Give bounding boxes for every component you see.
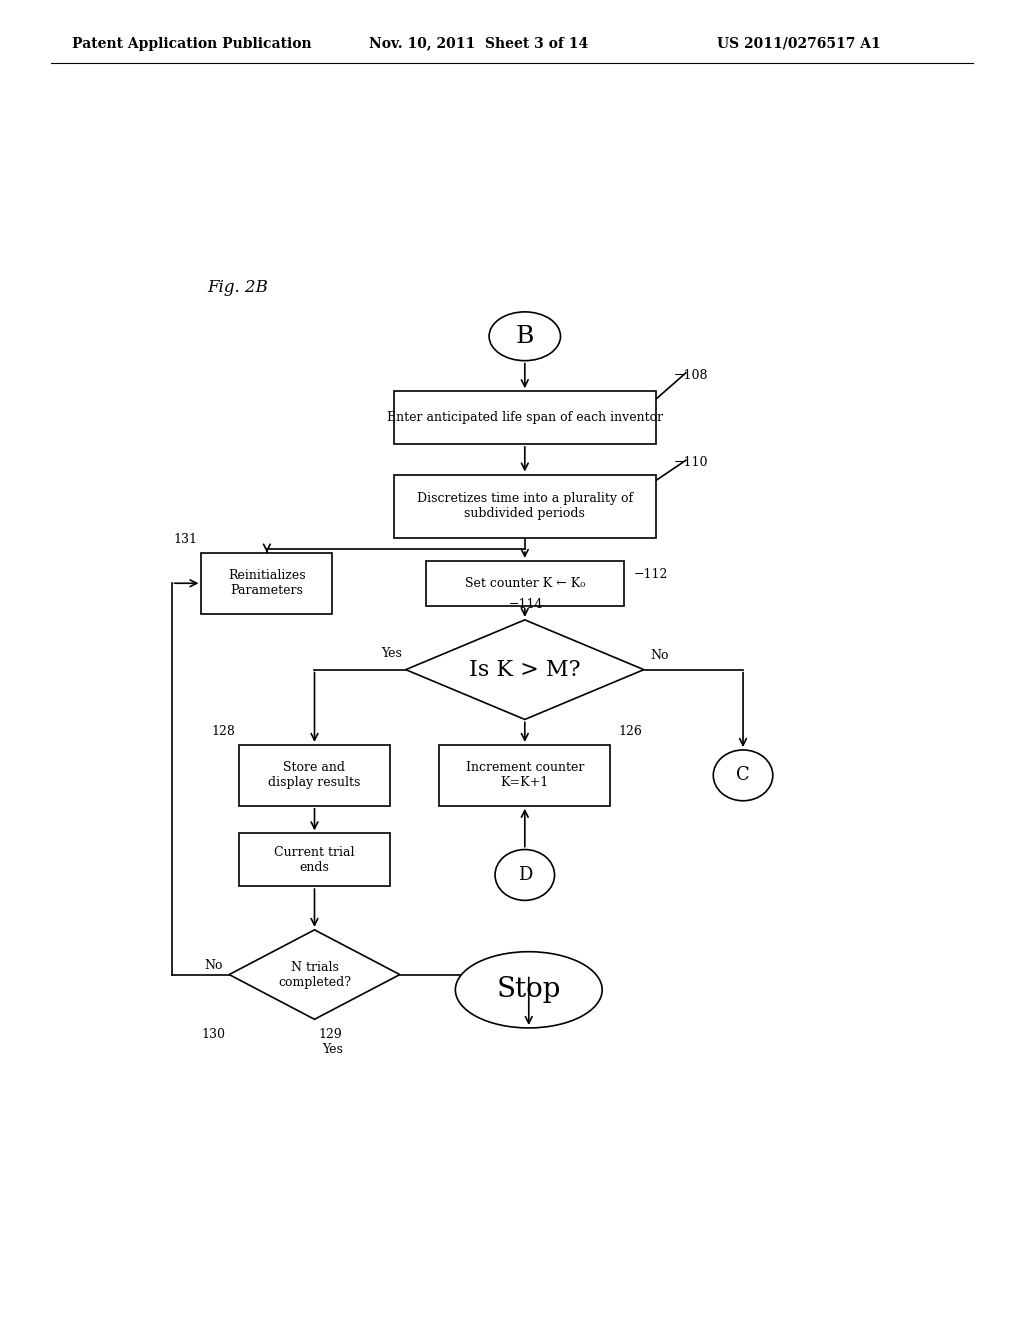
Text: Fig. 2B: Fig. 2B: [207, 279, 268, 296]
Ellipse shape: [489, 312, 560, 360]
Text: US 2011/0276517 A1: US 2011/0276517 A1: [717, 37, 881, 50]
FancyBboxPatch shape: [394, 391, 655, 444]
Text: Stop: Stop: [497, 977, 561, 1003]
Polygon shape: [406, 620, 644, 719]
Polygon shape: [229, 929, 399, 1019]
FancyBboxPatch shape: [394, 474, 655, 537]
Text: Discretizes time into a plurality of
subdivided periods: Discretizes time into a plurality of sub…: [417, 492, 633, 520]
Ellipse shape: [456, 952, 602, 1028]
FancyBboxPatch shape: [202, 553, 333, 614]
Text: Current trial
ends: Current trial ends: [274, 846, 354, 874]
Text: Nov. 10, 2011  Sheet 3 of 14: Nov. 10, 2011 Sheet 3 of 14: [369, 37, 588, 50]
Text: −108: −108: [673, 370, 708, 381]
Text: Enter anticipated life span of each inventor: Enter anticipated life span of each inve…: [387, 411, 663, 424]
Text: B: B: [516, 325, 534, 347]
Text: N trials
completed?: N trials completed?: [278, 961, 351, 989]
Ellipse shape: [714, 750, 773, 801]
FancyBboxPatch shape: [426, 561, 624, 606]
Text: C: C: [736, 767, 750, 784]
Text: Increment counter
K=K+1: Increment counter K=K+1: [466, 762, 584, 789]
FancyBboxPatch shape: [239, 833, 390, 886]
FancyBboxPatch shape: [239, 744, 390, 805]
Text: Set counter K ← K₀: Set counter K ← K₀: [465, 577, 585, 590]
Text: Reinitializes
Parameters: Reinitializes Parameters: [228, 569, 306, 597]
Text: No: No: [205, 960, 223, 973]
Text: No: No: [650, 649, 669, 663]
Text: 130: 130: [201, 1027, 225, 1040]
Text: 129: 129: [318, 1027, 342, 1040]
Text: −110: −110: [673, 457, 708, 470]
Text: 128: 128: [211, 725, 236, 738]
Text: Patent Application Publication: Patent Application Publication: [72, 37, 311, 50]
Text: Yes: Yes: [323, 1043, 343, 1056]
Text: Store and
display results: Store and display results: [268, 762, 360, 789]
Ellipse shape: [495, 850, 555, 900]
Text: Yes: Yes: [381, 647, 401, 660]
FancyBboxPatch shape: [439, 744, 610, 805]
Text: D: D: [517, 866, 532, 884]
Text: −112: −112: [634, 568, 668, 581]
Text: −114: −114: [509, 598, 544, 611]
Text: Is K > M?: Is K > M?: [469, 659, 581, 681]
Text: 126: 126: [618, 725, 642, 738]
Text: 131: 131: [173, 532, 198, 545]
